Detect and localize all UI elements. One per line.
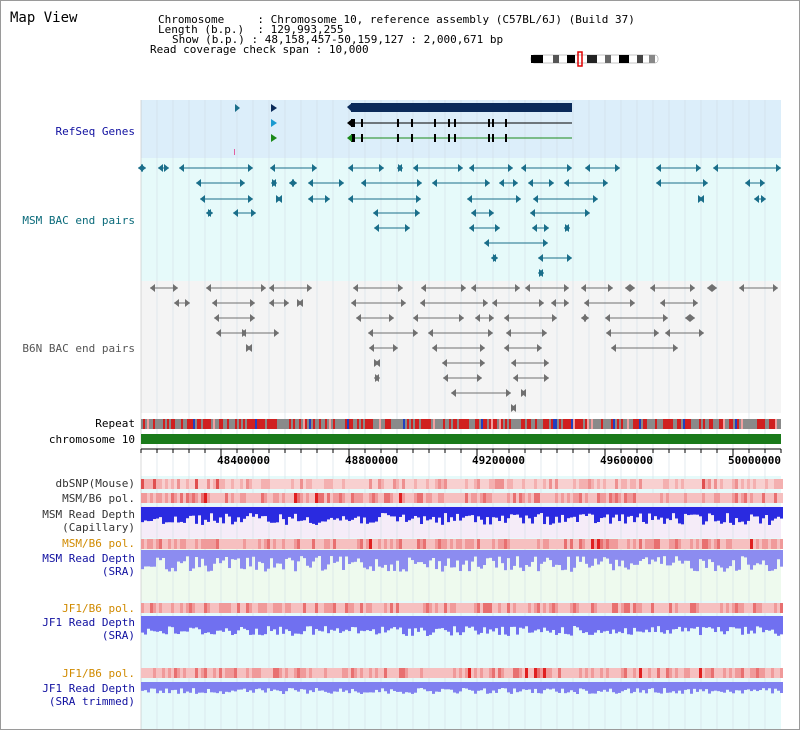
msm-bac-label: MSM BAC end pairs (22, 214, 135, 227)
msm-bac-features[interactable] (138, 164, 781, 277)
page-title: Map View (10, 10, 78, 26)
chromosome-info: Chromosome : Chromosome 10, reference as… (158, 13, 635, 26)
repeat-label: Repeat (95, 417, 135, 430)
chromosome-ideogram[interactable] (530, 51, 659, 67)
msm-read-cap-sub: (Capillary) (62, 521, 135, 534)
axis-tick-label: 50000000 (728, 454, 781, 467)
jf1-b6-pol-2-label: JF1/B6 pol. (62, 667, 135, 680)
msm-read-cap-label: MSM Read Depth (42, 508, 135, 521)
msm-read-sra-sub: (SRA) (101, 565, 135, 578)
jf1-read-trim-sub: (SRA trimmed) (48, 695, 135, 708)
axis-tick-label: 49600000 (600, 454, 653, 467)
axis-tick-label: 48400000 (217, 454, 270, 467)
msm-read-sra-label: MSM Read Depth (42, 552, 135, 565)
refseq-gene-main (351, 103, 572, 112)
axis-tick-label: 49200000 (472, 454, 525, 467)
axis-tick-label: 48800000 (345, 454, 398, 467)
chromosome-bar[interactable] (141, 434, 781, 444)
jf1-read-trim-label: JF1 Read Depth (42, 682, 135, 695)
refseq-gene-track[interactable] (234, 103, 572, 155)
position-axis (140, 448, 782, 456)
msm-b6-pol-label: MSM/B6 pol. (62, 492, 135, 505)
dbsnp-label: dbSNP(Mouse) (55, 477, 135, 490)
jf1-b6-pol-label: JF1/B6 pol. (62, 602, 135, 615)
show-info: Show (b.p.) : 48,158,457-50,159,127 : 2,… (172, 33, 504, 46)
refseq-label: RefSeq Genes (55, 125, 135, 138)
repeat-track[interactable] (141, 419, 781, 429)
refseq-exons (347, 119, 507, 142)
b6n-bac-label: B6N BAC end pairs (22, 342, 135, 355)
chromosome-label: chromosome 10 (48, 433, 135, 446)
length-info: Length (b.p.) : 129,993,255 (158, 23, 344, 36)
b6n-bac-features[interactable] (150, 284, 778, 412)
msm-b6-pol-2-label: MSM/B6 pol. (62, 537, 135, 550)
coverage-span-info: Read coverage check span : 10,000 (150, 43, 369, 56)
jf1-read-sra-label: JF1 Read Depth (42, 616, 135, 629)
jf1-read-sra-sub: (SRA) (101, 629, 135, 642)
coverage-tracks[interactable] (141, 479, 783, 694)
refseq-gene-small (235, 104, 240, 112)
